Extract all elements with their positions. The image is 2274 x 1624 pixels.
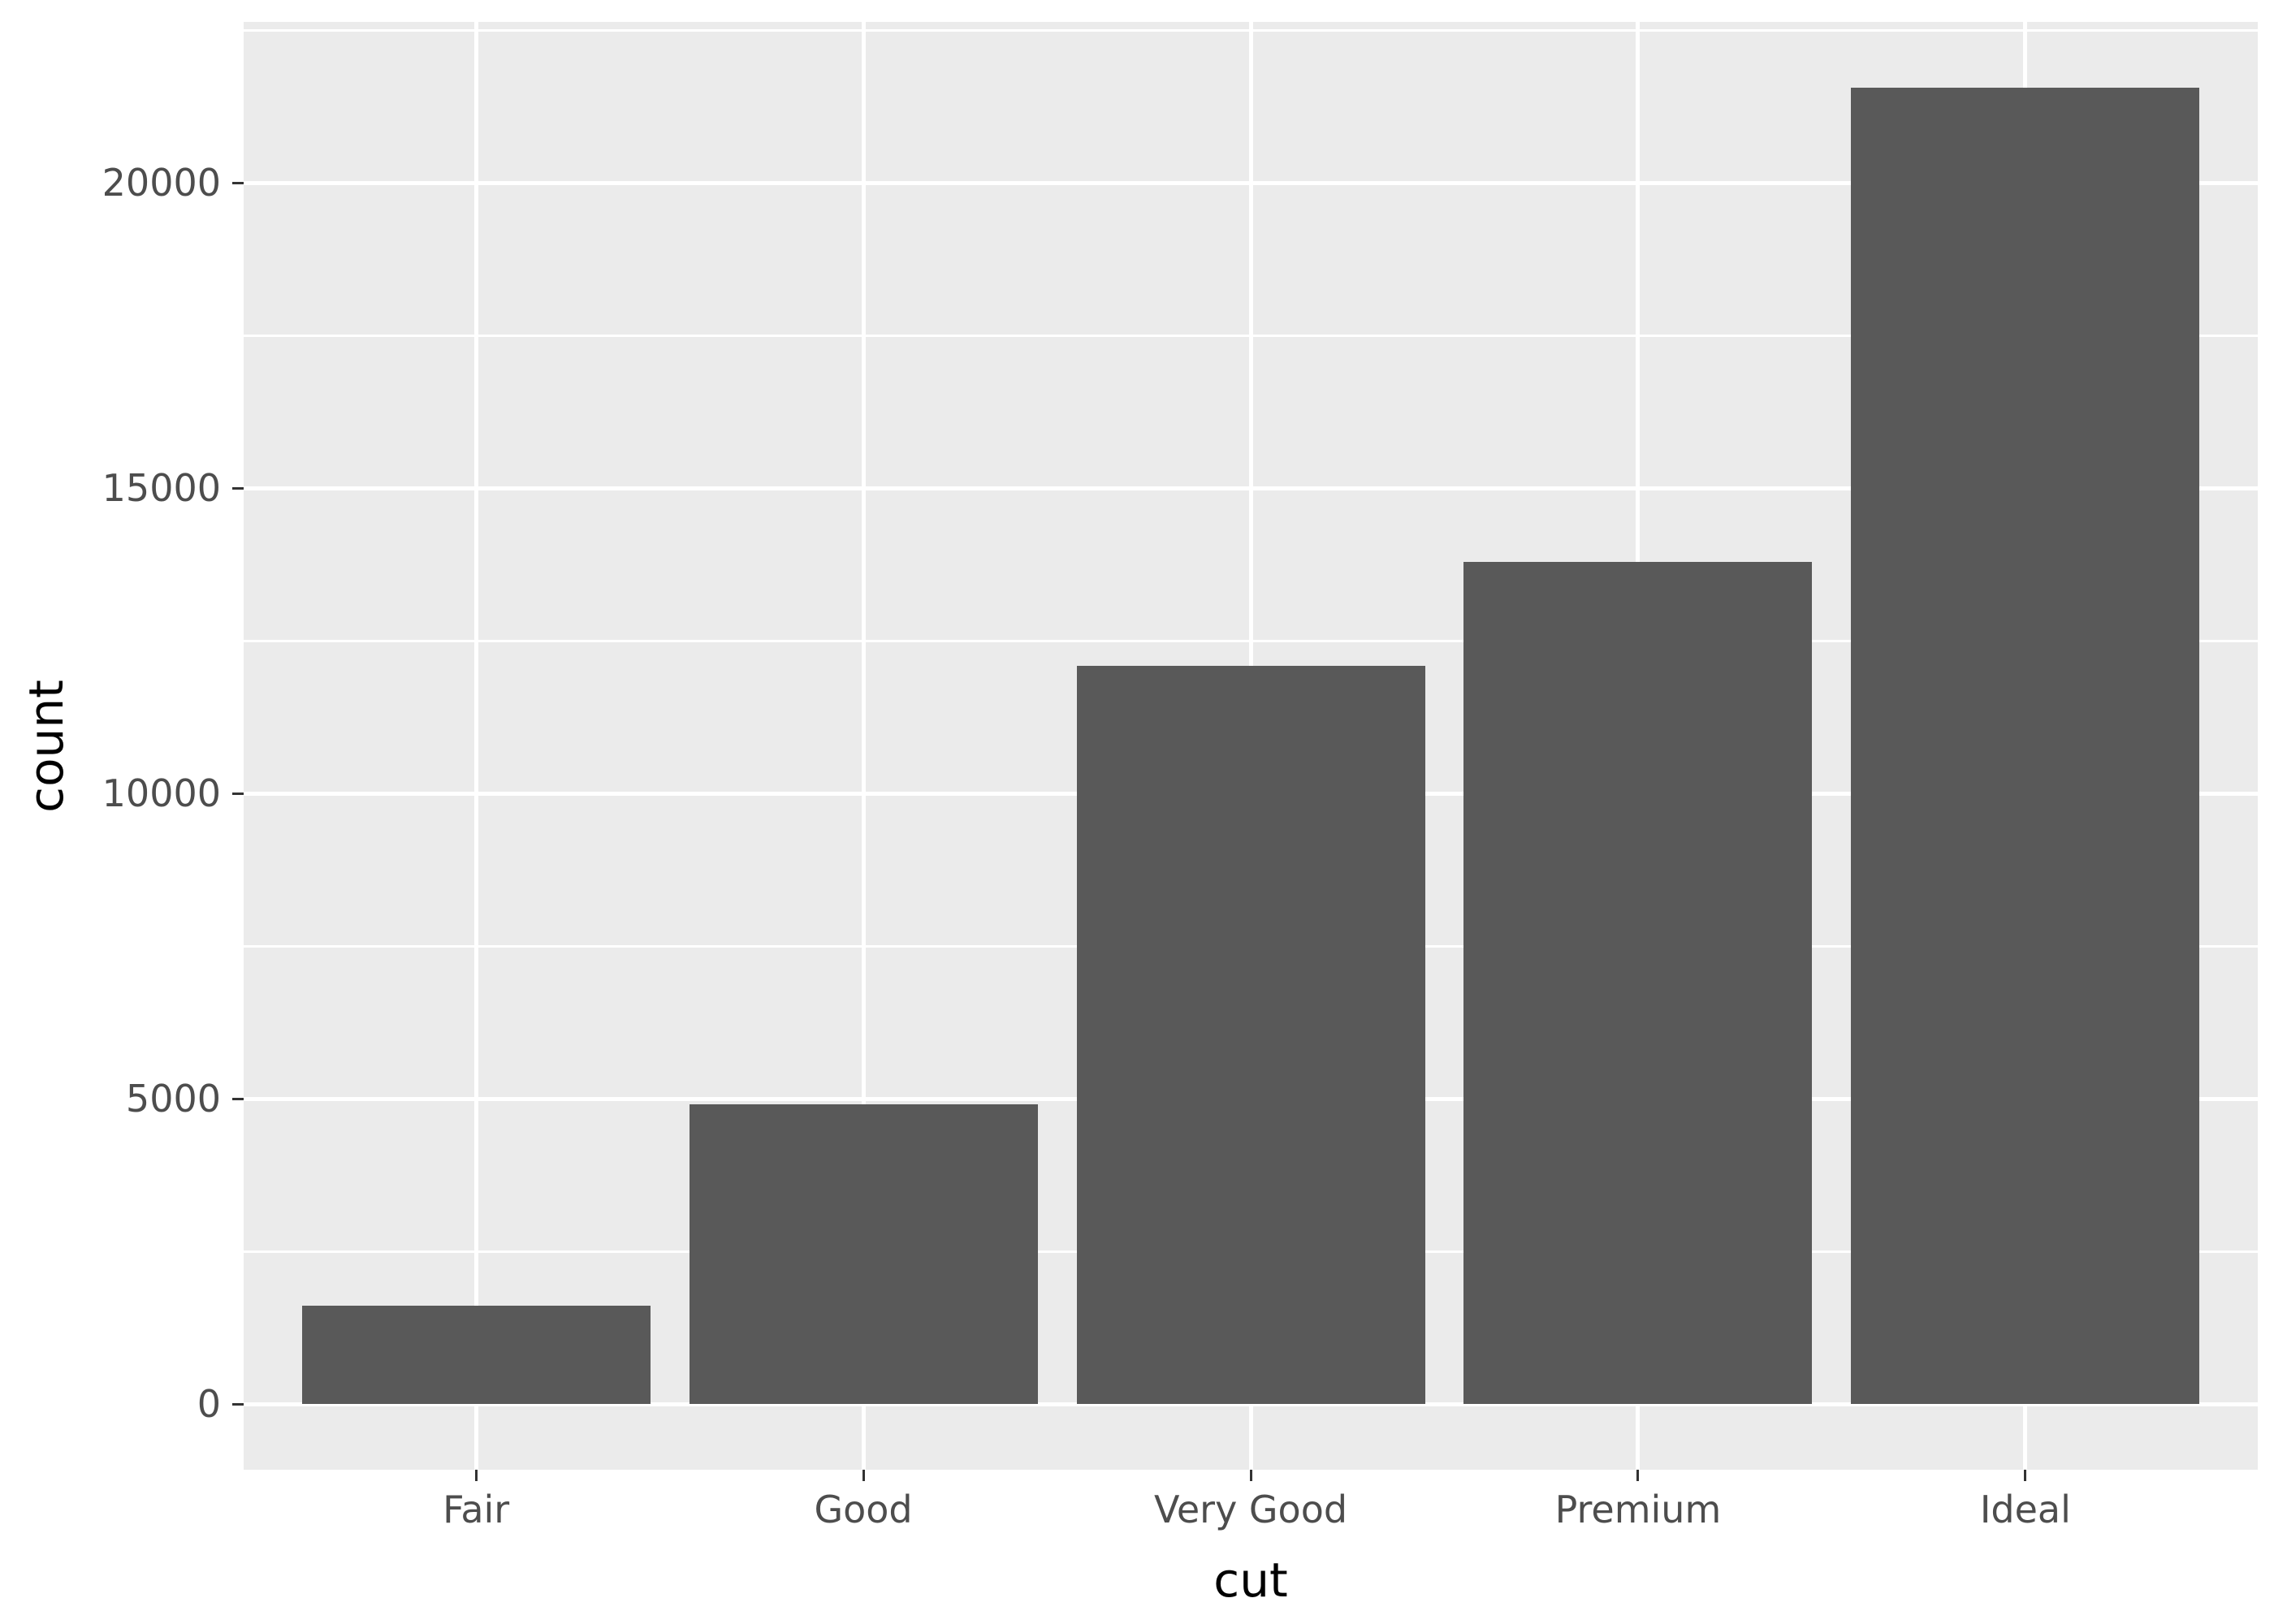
x-tick-mark-3 — [1636, 1470, 1640, 1481]
x-tick-label-0: Fair — [443, 1488, 510, 1531]
x-tick-mark-1 — [862, 1470, 865, 1481]
y-tick-label-10000: 10000 — [102, 771, 221, 815]
y-tick-mark-0 — [232, 1402, 244, 1406]
y-tick-mark-10000 — [232, 792, 244, 795]
x-tick-label-4: Ideal — [1979, 1488, 2071, 1531]
x-tick-label-2: Very Good — [1153, 1488, 1348, 1531]
x-tick-mark-2 — [1249, 1470, 1252, 1481]
major-gridline-x-1 — [861, 22, 866, 1470]
y-tick-label-0: 0 — [197, 1382, 221, 1426]
bar-premium — [1463, 561, 1813, 1404]
y-tick-label-15000: 15000 — [102, 466, 221, 510]
x-tick-mark-4 — [2024, 1470, 2027, 1481]
x-axis-title: cut — [1213, 1553, 1288, 1608]
x-tick-mark-0 — [474, 1470, 478, 1481]
bar-very-good — [1076, 666, 1425, 1404]
y-tick-label-20000: 20000 — [102, 161, 221, 205]
y-tick-mark-15000 — [232, 486, 244, 490]
x-tick-label-3: Premium — [1554, 1488, 1722, 1531]
y-tick-mark-5000 — [232, 1097, 244, 1100]
bar-good — [689, 1104, 1038, 1404]
bar-ideal — [1851, 88, 2200, 1404]
x-tick-label-1: Good — [814, 1488, 913, 1531]
y-tick-mark-20000 — [232, 181, 244, 184]
y-tick-label-5000: 5000 — [125, 1077, 221, 1121]
major-gridline-x-0 — [473, 22, 478, 1470]
bar-fair — [301, 1305, 651, 1404]
